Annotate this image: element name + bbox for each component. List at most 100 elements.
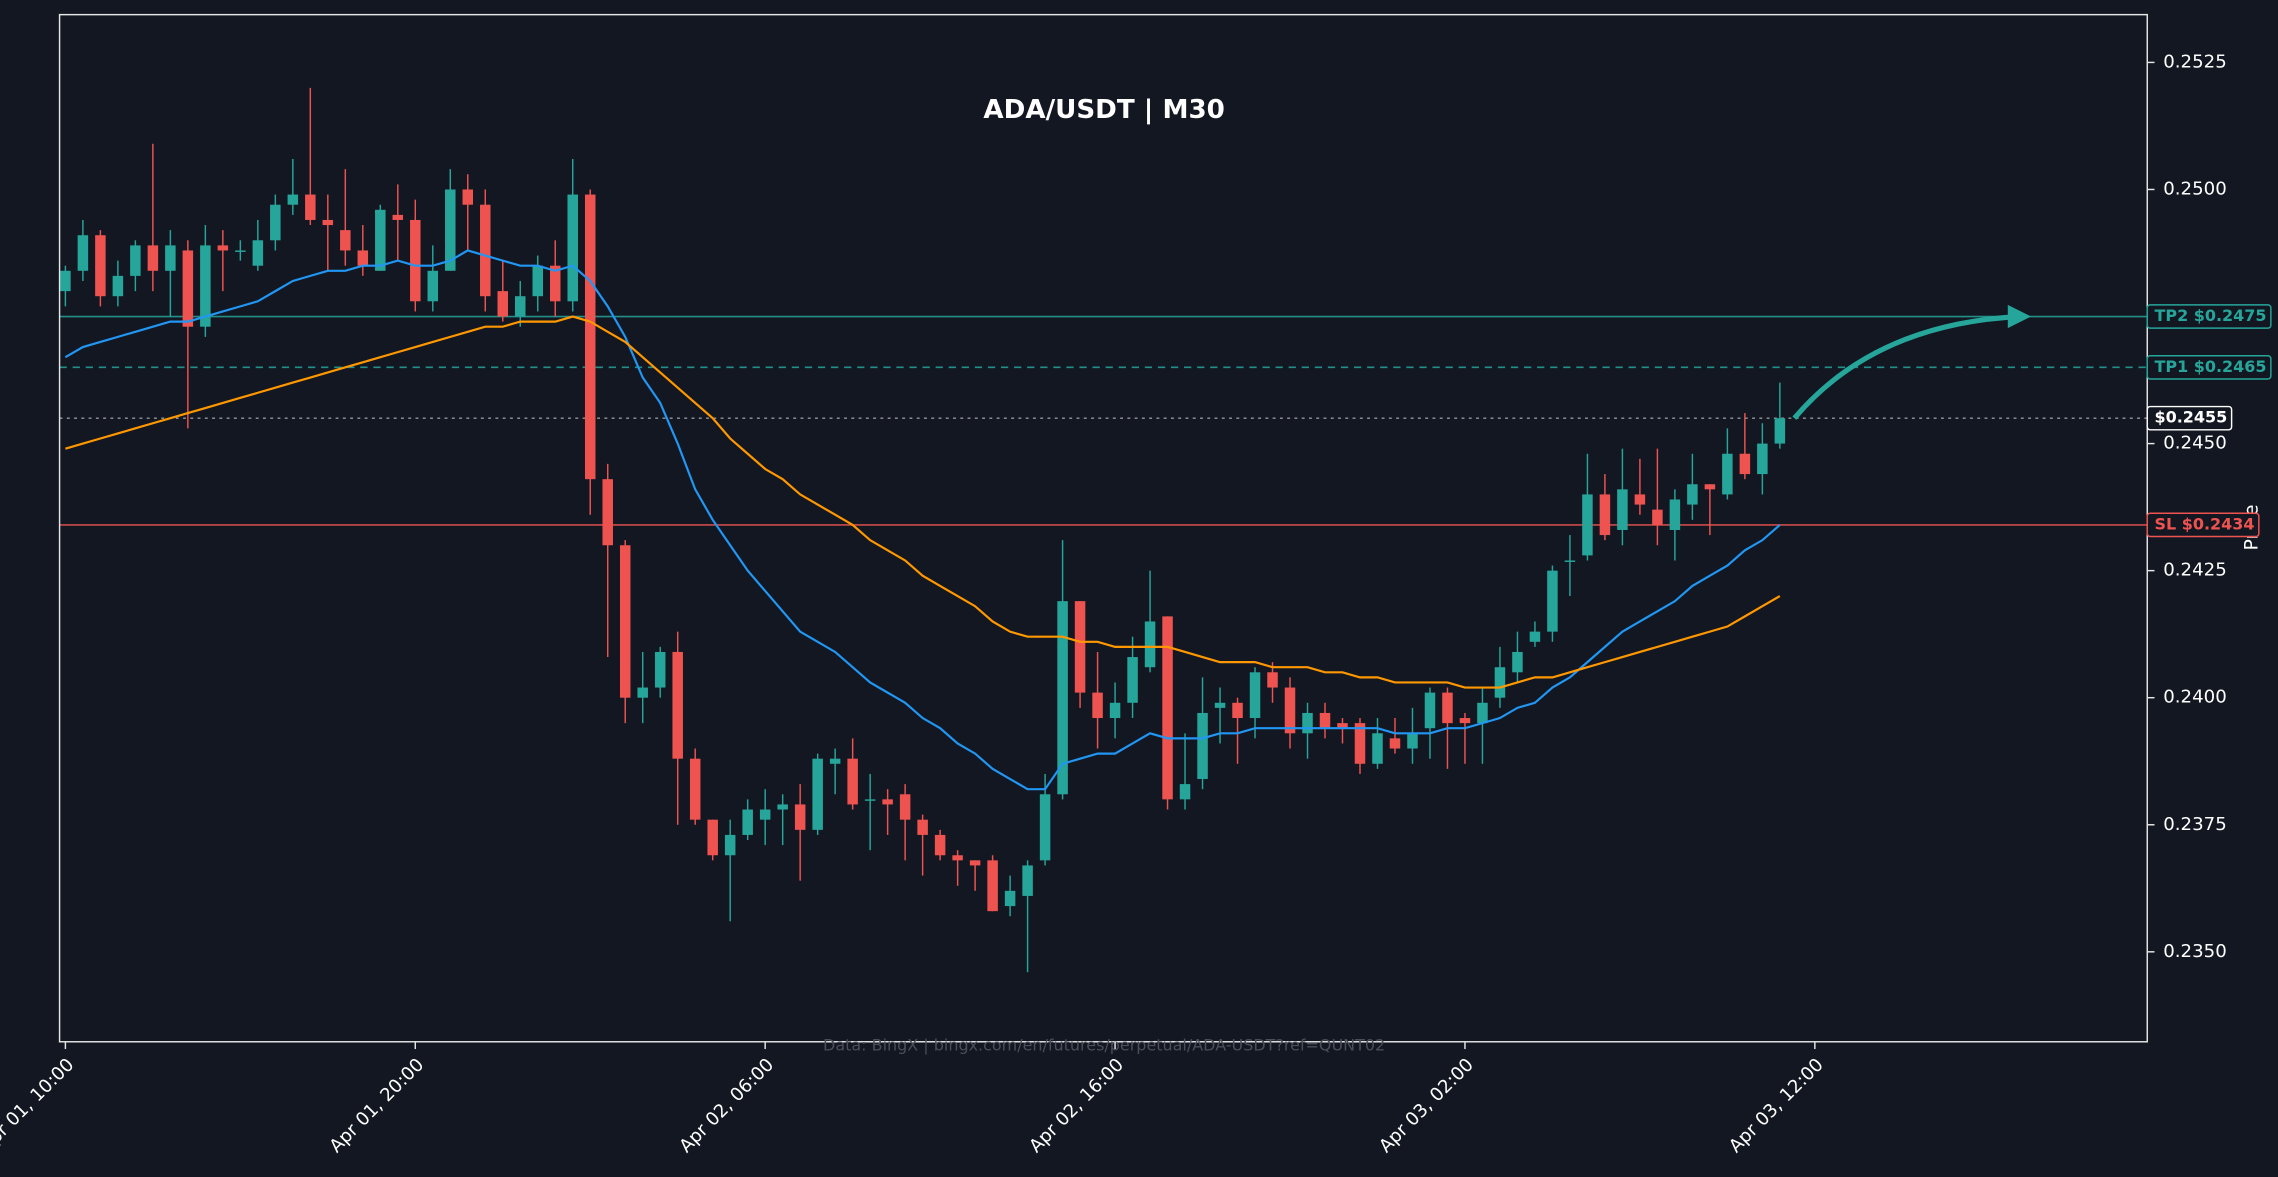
candle-body	[759, 809, 771, 820]
candle-body	[1074, 601, 1086, 693]
y-tick-label: 0.2525	[2163, 51, 2227, 72]
level-label-box	[2146, 355, 2272, 380]
candle-body	[1494, 667, 1506, 698]
candle-body	[1722, 453, 1733, 495]
candle-body	[497, 291, 509, 317]
level-label-box	[2146, 304, 2272, 329]
candle-body	[357, 250, 369, 266]
candle-body	[95, 235, 106, 297]
candle-body	[112, 275, 124, 297]
ma-line	[65, 315, 1781, 689]
candle-body	[1774, 418, 1786, 444]
candle-body	[1249, 672, 1261, 719]
candle-body	[270, 204, 281, 241]
candle-body	[654, 651, 666, 688]
candle-body	[1354, 723, 1366, 764]
level-label: $0.2455	[2155, 408, 2228, 427]
candle-body	[987, 860, 998, 912]
candle-body	[1757, 443, 1768, 475]
candle-body	[934, 834, 946, 856]
candle-body	[1127, 657, 1138, 703]
candle-body	[882, 799, 893, 805]
candle-body	[847, 758, 858, 805]
candle-body	[1407, 733, 1418, 749]
candle-body	[252, 240, 264, 266]
candle-body	[340, 230, 351, 251]
candle-body	[410, 219, 421, 302]
candle-body	[864, 799, 876, 801]
candle-body	[689, 758, 701, 820]
candle-body	[1687, 484, 1698, 505]
candle-body	[77, 235, 89, 271]
candle-body	[1197, 712, 1208, 780]
candle-body	[1599, 494, 1611, 536]
candle-body	[305, 194, 316, 220]
candle-body	[130, 245, 141, 276]
candle-body	[1477, 702, 1488, 724]
candle-body	[1319, 712, 1331, 729]
candle-body	[1652, 509, 1663, 525]
moving-averages	[64, 249, 2032, 791]
candle-body	[200, 245, 211, 327]
candle-body	[1617, 489, 1628, 530]
candle-body	[1039, 794, 1051, 861]
candle-body	[619, 545, 631, 698]
candle-body	[1337, 723, 1348, 729]
candle-body	[1704, 484, 1716, 490]
candle-body	[60, 270, 71, 292]
candle-body	[1529, 631, 1541, 642]
candle-body	[637, 687, 648, 698]
candle-body	[1022, 865, 1033, 896]
candle-body	[777, 804, 788, 810]
y-tick-label: 0.2425	[2163, 560, 2227, 581]
candle-body	[1564, 560, 1576, 562]
candle-body	[287, 194, 299, 205]
chart-title: ADA/USDT | M30	[983, 95, 1224, 125]
candle-body	[1372, 733, 1383, 764]
candle-body	[952, 855, 963, 861]
candle-body	[1547, 570, 1558, 632]
projection-arrow	[1792, 313, 2020, 420]
candle-body	[1424, 692, 1436, 729]
y-tick-label: 0.2500	[2163, 178, 2227, 199]
candle-body	[1669, 499, 1681, 530]
candle-body	[812, 758, 823, 830]
candle-body	[392, 214, 404, 220]
candle-body	[427, 270, 439, 302]
candle-body	[672, 651, 683, 759]
arrow-head	[2007, 304, 2032, 329]
candle-body	[1179, 784, 1191, 800]
ma-line	[64, 249, 1781, 791]
candle-body	[1232, 702, 1243, 719]
candle-body	[445, 189, 456, 271]
candle-body	[1459, 718, 1471, 724]
candle-body	[1582, 494, 1593, 556]
level-label: TP2 $0.2475	[2155, 306, 2267, 325]
candle-body	[1109, 702, 1121, 719]
candle-body	[1634, 494, 1646, 505]
level-label: SL $0.2434	[2155, 514, 2255, 533]
candle-body	[829, 758, 841, 764]
candle-body	[742, 809, 753, 835]
candle-body	[1739, 453, 1751, 475]
candle-body	[1214, 702, 1226, 708]
candle-body	[322, 219, 334, 226]
candle-body	[165, 245, 176, 271]
candle-body	[532, 265, 543, 297]
candle-body	[462, 189, 474, 205]
level-label: TP1 $0.2465	[2155, 357, 2267, 376]
candle-body	[1004, 890, 1016, 907]
y-tick-label: 0.2375	[2163, 814, 2227, 835]
candle-body	[917, 819, 928, 835]
level-label-box	[2146, 405, 2233, 431]
source-note: Data: BingX | bingx.com/en/futures/perpe…	[823, 1036, 1385, 1055]
y-tick-label: 0.2400	[2163, 687, 2227, 708]
candle-body	[235, 250, 246, 252]
candles	[60, 87, 1786, 973]
candle-body	[1092, 692, 1103, 719]
candle-body	[899, 794, 911, 820]
candle-body	[1267, 672, 1278, 688]
